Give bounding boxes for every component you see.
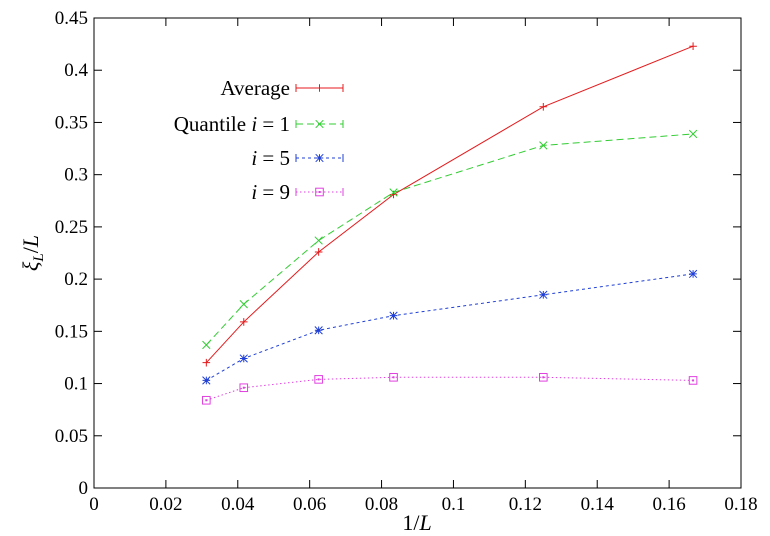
- y-tick-label: 0.35: [55, 112, 88, 133]
- marker-star: [240, 355, 248, 363]
- marker-plus: [316, 84, 324, 92]
- legend-entry: Quantile i = 1: [174, 112, 343, 136]
- legend-label-value: = 5: [257, 146, 290, 170]
- marker-star: [315, 326, 323, 334]
- y-tick-label: 0.4: [64, 60, 88, 81]
- legend: Average Quantile i = 1 i = 5 i = 9: [174, 76, 343, 204]
- legend-label: Average: [220, 76, 290, 100]
- x-axis-label: 1/L: [402, 510, 431, 535]
- plot-frame: [94, 18, 741, 488]
- legend-entry: i = 5: [251, 146, 343, 170]
- y-axis-label-var: L: [18, 235, 43, 248]
- legend-label: Quantile i = 1: [174, 112, 290, 136]
- series-3: [203, 270, 697, 384]
- y-tick-label: 0.3: [64, 165, 88, 186]
- marker-square: [243, 387, 245, 389]
- marker-star: [316, 154, 324, 162]
- marker-star: [540, 291, 548, 299]
- marker-plus: [689, 42, 697, 50]
- marker-star: [390, 312, 398, 320]
- y-tick-label: 0.45: [55, 8, 88, 29]
- legend-entry: i = 9: [251, 180, 343, 204]
- y-tick-label: 0: [79, 478, 89, 499]
- marker-cross: [315, 237, 323, 245]
- y-tick-label: 0.2: [64, 269, 88, 290]
- series-line: [206, 377, 693, 400]
- marker-square: [393, 376, 395, 378]
- x-tick-label: 0.14: [581, 494, 615, 515]
- marker-star: [689, 270, 697, 278]
- y-tick-label: 0.25: [55, 217, 88, 238]
- marker-star: [203, 377, 211, 385]
- x-tick-label: 0: [89, 494, 99, 515]
- marker-cross: [689, 130, 697, 138]
- marker-square: [318, 378, 320, 380]
- x-tick-label: 0.02: [149, 494, 182, 515]
- marker-plus: [540, 103, 548, 111]
- x-tick-label: 0.06: [293, 494, 326, 515]
- marker-square: [205, 399, 207, 401]
- legend-label: i = 5: [251, 146, 290, 170]
- legend-label: i = 9: [251, 180, 290, 204]
- axis-ticks: 0 0.02 0.04 0.06 0.08 0.1 0.12 0.14 0.16 0.18 0 0.0…: [55, 8, 758, 515]
- x-tick-label: 0.04: [221, 494, 255, 515]
- legend-entry: Average: [220, 76, 343, 100]
- series-4: [203, 373, 697, 404]
- marker-square: [319, 191, 321, 193]
- legend-label-value: = 1: [257, 112, 290, 136]
- x-axis-label-var: L: [418, 510, 431, 535]
- y-tick-label: 0.15: [55, 321, 88, 342]
- y-tick-label: 0.05: [55, 426, 88, 447]
- legend-label-value: = 9: [257, 180, 290, 204]
- x-tick-label: 0.12: [509, 494, 542, 515]
- x-tick-label: 0.08: [365, 494, 398, 515]
- series-line: [206, 274, 693, 381]
- y-axis-label: ξL/L: [18, 235, 47, 271]
- x-tick-label: 0.16: [652, 494, 685, 515]
- x-tick-label: 0.1: [442, 494, 466, 515]
- marker-square: [692, 379, 694, 381]
- marker-square: [542, 376, 544, 378]
- legend-label-text: Average: [220, 76, 290, 100]
- y-tick-label: 0.1: [64, 374, 88, 395]
- x-tick-label: 0.18: [724, 494, 757, 515]
- legend-label-text: Quantile: [174, 112, 252, 136]
- marker-cross: [203, 341, 211, 349]
- x-axis-label-prefix: 1/: [402, 510, 420, 535]
- y-axis-label-sub: L: [31, 253, 47, 262]
- marker-cross: [240, 300, 248, 308]
